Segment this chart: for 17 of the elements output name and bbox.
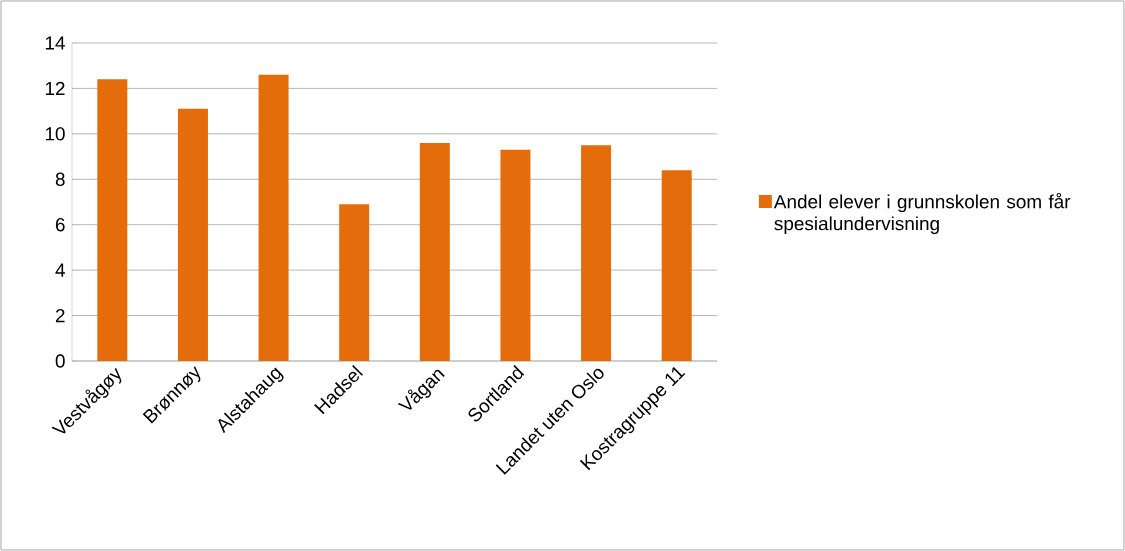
bar [339, 204, 370, 361]
y-tick-label: 8 [55, 172, 65, 186]
y-tick-label: 6 [55, 218, 65, 232]
y-tick-label: 10 [45, 127, 65, 141]
legend-label: Andel elever i grunnskolen som får spesialundervisning [773, 192, 1071, 235]
bar [97, 79, 128, 361]
y-tick-label: 12 [45, 81, 65, 96]
y-tick-label: 0 [55, 354, 65, 368]
y-tick-label: 4 [55, 263, 65, 277]
bar [177, 108, 208, 361]
bar [500, 149, 531, 361]
y-tick-label: 2 [55, 308, 65, 323]
bar [419, 142, 450, 361]
bar [581, 145, 612, 361]
y-tick-label: 14 [45, 36, 65, 50]
bar [661, 170, 692, 361]
bar [258, 74, 289, 361]
